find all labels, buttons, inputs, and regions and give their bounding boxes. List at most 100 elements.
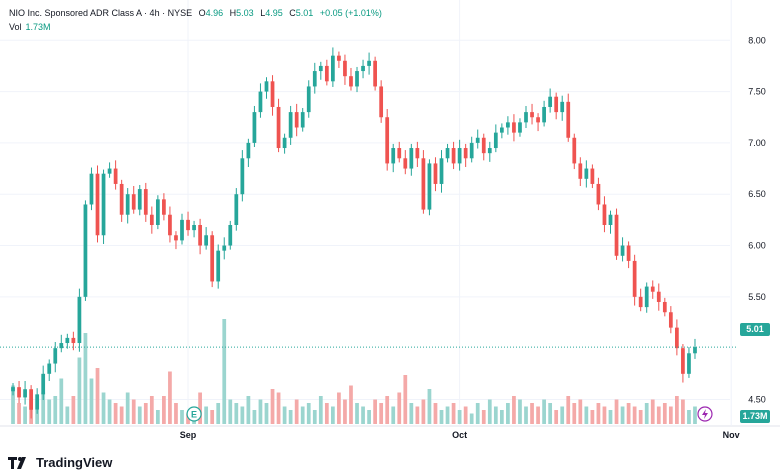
candle-body	[542, 106, 546, 123]
candle-body	[367, 60, 371, 66]
volume-bar	[324, 403, 329, 424]
volume-bars	[11, 319, 697, 424]
candle-body	[95, 173, 100, 236]
volume-bar	[137, 406, 142, 424]
volume-bar	[131, 399, 136, 424]
y-tick-label: 8.00	[748, 35, 766, 45]
volume-bar	[210, 410, 215, 424]
candle-body	[77, 296, 82, 344]
volume-bar	[258, 399, 263, 424]
volume-bar	[536, 406, 540, 424]
candle-body	[168, 214, 172, 236]
volume-bar	[300, 406, 305, 424]
volume-label: Vol	[9, 22, 22, 32]
tradingview-logo[interactable]: TradingView	[8, 455, 112, 470]
earnings-e-circle	[186, 406, 202, 422]
volume-bar	[373, 399, 377, 424]
candle-body	[590, 168, 595, 184]
candle-body	[512, 122, 516, 133]
candle-body	[264, 81, 269, 92]
candle-body	[475, 137, 480, 143]
candle-body	[258, 91, 263, 113]
candle-body	[216, 250, 221, 282]
candle-body	[125, 194, 130, 215]
volume-bar	[560, 406, 565, 424]
candle-body	[457, 148, 462, 164]
x-axis: SepOctNovDec	[180, 430, 740, 440]
candle-body	[107, 168, 112, 174]
candle-body	[675, 327, 679, 349]
volume-bar	[89, 378, 94, 424]
candle-body	[644, 286, 649, 308]
volume-bar	[282, 406, 287, 424]
volume-header: Vol 1.73M	[9, 21, 51, 33]
volume-bar	[493, 406, 498, 424]
candle-body	[620, 245, 625, 256]
candle-body	[89, 173, 94, 205]
volume-bar	[125, 392, 130, 424]
candle-body	[638, 296, 643, 308]
volume-bar	[162, 396, 166, 424]
candle-body	[391, 148, 396, 164]
candle-body	[681, 348, 685, 374]
volume-value: 1.73M	[25, 22, 51, 32]
volume-bar	[155, 410, 160, 424]
candle-body	[614, 214, 619, 256]
volume-bar	[385, 396, 390, 424]
candle-body	[343, 60, 347, 77]
volume-bar	[554, 410, 559, 424]
volume-bar	[415, 406, 420, 424]
volume-badge: 1.73M	[740, 410, 770, 423]
brand-name: TradingView	[36, 455, 113, 470]
volume-bar	[584, 406, 589, 424]
candle-body	[204, 235, 209, 246]
volume-bar	[264, 403, 269, 424]
volume-bar	[572, 403, 577, 424]
volume-bar	[626, 403, 631, 424]
volume-bar	[294, 399, 299, 424]
event-markers: EE	[186, 406, 713, 422]
candle-body	[318, 65, 323, 72]
volume-bar	[614, 399, 619, 424]
candle-body	[47, 363, 52, 374]
last-price-badge: 5.01	[740, 323, 770, 336]
candle-body	[518, 122, 522, 133]
candle-body	[668, 312, 673, 328]
candle-body	[397, 148, 402, 159]
x-tick-label: Oct	[452, 430, 467, 440]
volume-bar	[168, 371, 172, 424]
volume-bar	[596, 403, 601, 424]
candle-body	[687, 353, 691, 374]
candle-body	[421, 158, 426, 210]
volume-bar	[451, 403, 456, 424]
candle-body	[608, 214, 613, 225]
volume-bar	[234, 403, 239, 424]
candle-body	[355, 71, 359, 87]
candle-body	[415, 148, 420, 159]
volume-bar	[668, 406, 673, 424]
volume-bar	[391, 406, 396, 424]
candle-body	[53, 348, 58, 364]
candle-body	[252, 112, 257, 143]
tradingview-logo-icon	[8, 456, 26, 469]
volume-bar	[445, 406, 450, 424]
volume-bar	[35, 410, 40, 424]
candle-body	[487, 148, 492, 154]
candle-body	[427, 163, 432, 210]
volume-bar	[530, 403, 534, 424]
candle-body	[409, 148, 414, 169]
volume-bar	[174, 403, 178, 424]
candle-body	[596, 183, 601, 205]
volume-bar	[355, 403, 359, 424]
volume-bar	[71, 396, 76, 424]
high-label: H	[229, 8, 237, 18]
volume-bar	[638, 410, 643, 424]
candle-body	[536, 117, 540, 123]
change-value: +0.05 (+1.01%)	[319, 8, 382, 18]
candle-body	[337, 55, 341, 61]
candle-body	[560, 101, 565, 113]
volume-bar	[512, 396, 516, 424]
lightning-icon	[697, 406, 713, 422]
earnings-e-letter: E	[191, 410, 197, 420]
